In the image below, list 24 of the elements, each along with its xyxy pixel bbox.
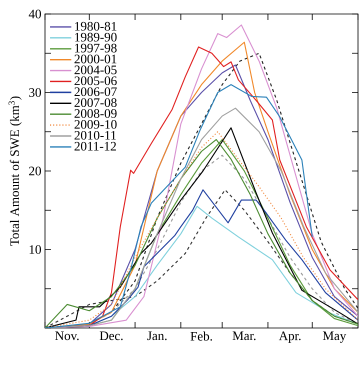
legend-label: 1980-81 <box>75 22 116 31</box>
y-tick-label: 30 <box>29 88 41 97</box>
x-tick-label: Dec. <box>100 332 123 340</box>
x-tick-label: Feb. <box>190 332 212 341</box>
x-tick-label: Apr. <box>278 332 301 343</box>
legend-label: 2004-05 <box>74 66 117 74</box>
legend-label: 2000-01 <box>74 54 116 64</box>
y-tick-label: 10 <box>30 245 41 254</box>
legend-label: 2005-06 <box>74 76 117 86</box>
legend-label: 1997-98 <box>75 44 117 52</box>
legend-label: 2006-07 <box>74 87 117 96</box>
legend-label: 2009-10 <box>74 120 117 129</box>
x-tick-label: May <box>322 332 346 343</box>
y-tick-label: 20 <box>29 166 41 176</box>
x-tick-label: Mar. <box>232 332 256 340</box>
legend-label: 2010-11 <box>74 130 116 140</box>
x-tick-label: Jan. <box>147 332 167 340</box>
legend-label: 2008-09 <box>74 109 117 118</box>
legend-label: 1989-90 <box>75 32 117 42</box>
x-tick-label: Nov. <box>55 332 79 340</box>
legend-label: 2011-12 <box>74 142 116 151</box>
y-axis-title: Total Amount of SWE (km$^{3}$) <box>8 96 22 246</box>
y-tick-label: 40 <box>28 10 41 18</box>
legend-label: 2007-08 <box>74 98 117 107</box>
